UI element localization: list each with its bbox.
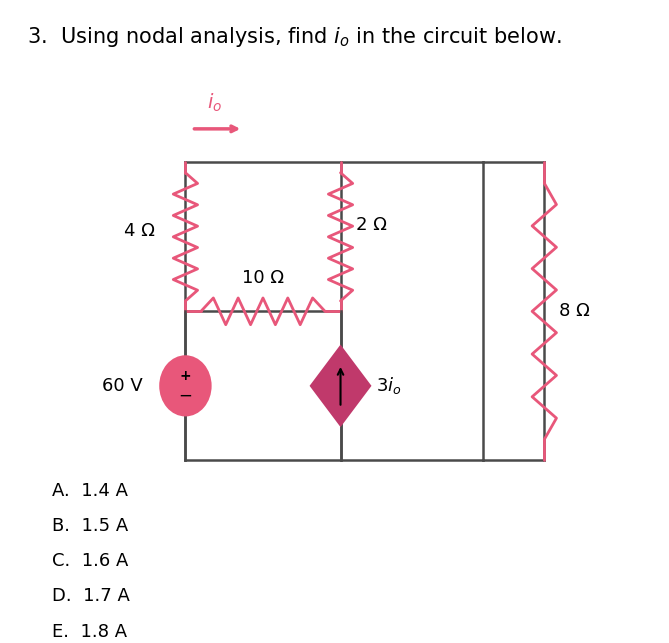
Text: +: + (179, 368, 191, 383)
Text: B.  1.5 A: B. 1.5 A (52, 517, 128, 535)
Text: $i_o$: $i_o$ (207, 91, 222, 114)
Text: C.  1.6 A: C. 1.6 A (52, 552, 128, 570)
Text: 10 Ω: 10 Ω (242, 269, 284, 287)
Text: D.  1.7 A: D. 1.7 A (52, 588, 130, 606)
Text: 8 Ω: 8 Ω (559, 302, 590, 320)
Ellipse shape (161, 357, 210, 415)
Text: A.  1.4 A: A. 1.4 A (52, 482, 128, 500)
Text: −: − (179, 387, 193, 405)
Text: $3i_o$: $3i_o$ (376, 376, 402, 396)
Text: E.  1.8 A: E. 1.8 A (52, 623, 126, 641)
Text: 4 Ω: 4 Ω (124, 222, 155, 240)
Text: 60 V: 60 V (102, 377, 143, 395)
Text: 2 Ω: 2 Ω (356, 215, 387, 233)
Polygon shape (311, 347, 370, 426)
Text: 3.  Using nodal analysis, find $i_o$ in the circuit below.: 3. Using nodal analysis, find $i_o$ in t… (27, 26, 562, 50)
